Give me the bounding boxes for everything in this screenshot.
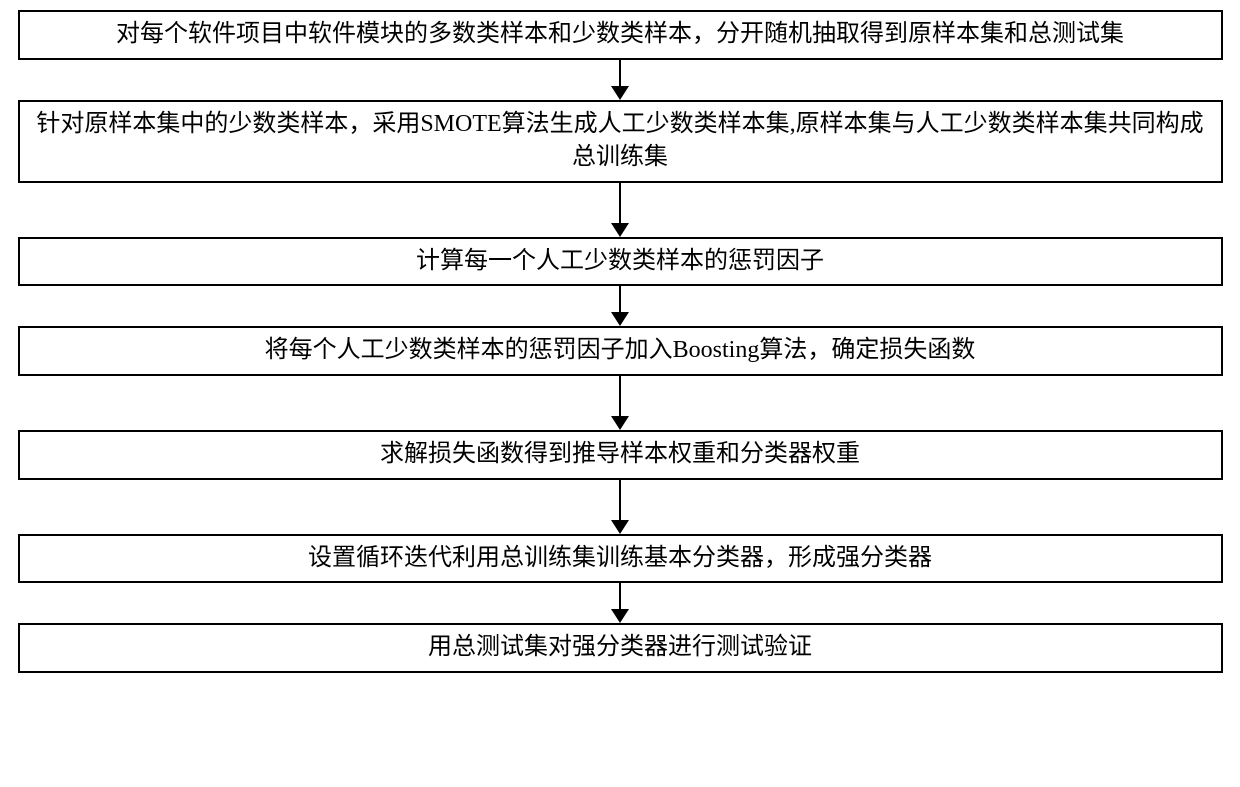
arrow-4 (611, 376, 629, 430)
arrow-2 (611, 183, 629, 237)
step-box-3: 计算每一个人工少数类样本的惩罚因子 (18, 237, 1223, 287)
arrow-line (619, 376, 621, 416)
step-box-6: 设置循环迭代利用总训练集训练基本分类器，形成强分类器 (18, 534, 1223, 584)
arrow-head (611, 312, 629, 326)
arrow-6 (611, 583, 629, 623)
arrow-head (611, 609, 629, 623)
arrow-head (611, 520, 629, 534)
arrow-line (619, 60, 621, 86)
step-box-7: 用总测试集对强分类器进行测试验证 (18, 623, 1223, 673)
arrow-5 (611, 480, 629, 534)
step-box-5: 求解损失函数得到推导样本权重和分类器权重 (18, 430, 1223, 480)
step-text: 用总测试集对强分类器进行测试验证 (428, 631, 812, 665)
step-box-1: 对每个软件项目中软件模块的多数类样本和少数类样本，分开随机抽取得到原样本集和总测… (18, 10, 1223, 60)
arrow-line (619, 480, 621, 520)
step-text: 计算每一个人工少数类样本的惩罚因子 (416, 245, 824, 279)
step-text: 对每个软件项目中软件模块的多数类样本和少数类样本，分开随机抽取得到原样本集和总测… (116, 18, 1124, 52)
arrow-1 (611, 60, 629, 100)
arrow-3 (611, 286, 629, 326)
arrow-head (611, 416, 629, 430)
step-text: 针对原样本集中的少数类样本，采用SMOTE算法生成人工少数类样本集,原样本集与人… (34, 108, 1207, 175)
step-text: 求解损失函数得到推导样本权重和分类器权重 (380, 438, 860, 472)
arrow-line (619, 183, 621, 223)
step-box-2: 针对原样本集中的少数类样本，采用SMOTE算法生成人工少数类样本集,原样本集与人… (18, 100, 1223, 183)
arrow-line (619, 583, 621, 609)
arrow-head (611, 86, 629, 100)
flowchart-container: 对每个软件项目中软件模块的多数类样本和少数类样本，分开随机抽取得到原样本集和总测… (15, 10, 1225, 673)
arrow-head (611, 223, 629, 237)
arrow-line (619, 286, 621, 312)
step-text: 设置循环迭代利用总训练集训练基本分类器，形成强分类器 (308, 542, 932, 576)
step-box-4: 将每个人工少数类样本的惩罚因子加入Boosting算法，确定损失函数 (18, 326, 1223, 376)
step-text: 将每个人工少数类样本的惩罚因子加入Boosting算法，确定损失函数 (265, 334, 976, 368)
